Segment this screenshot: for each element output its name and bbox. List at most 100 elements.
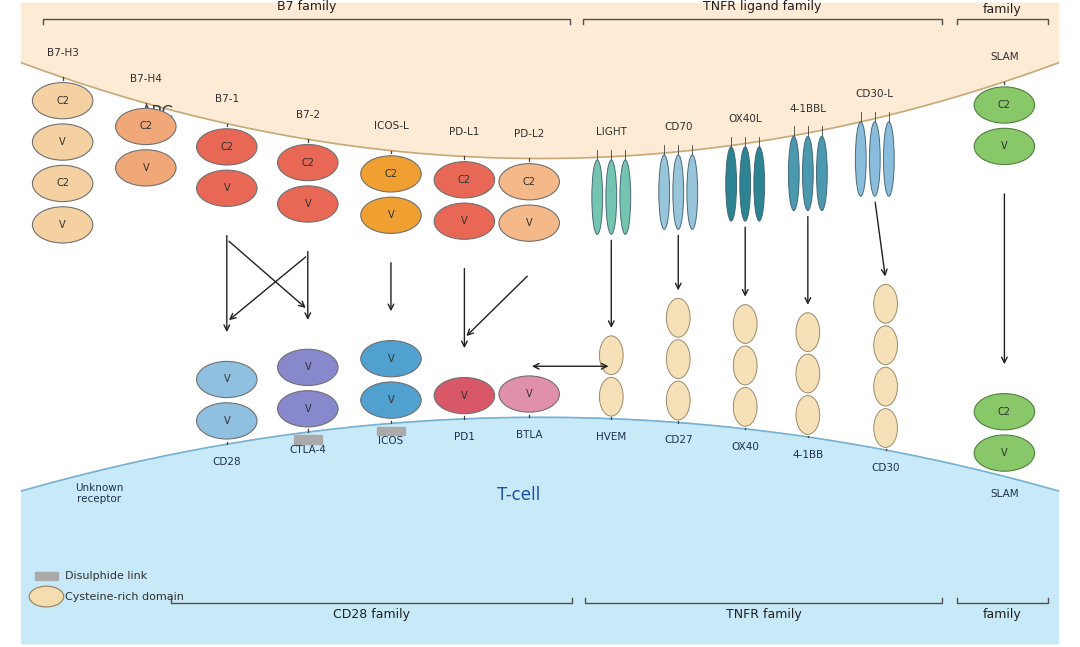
Text: B7-H4: B7-H4 — [130, 74, 162, 83]
Ellipse shape — [599, 377, 623, 416]
Ellipse shape — [883, 122, 894, 196]
Circle shape — [197, 129, 257, 165]
Bar — [377, 426, 405, 435]
Ellipse shape — [733, 346, 757, 385]
Ellipse shape — [606, 160, 617, 234]
Circle shape — [974, 128, 1035, 164]
Text: CD30-L: CD30-L — [855, 89, 894, 99]
Circle shape — [32, 83, 93, 119]
Ellipse shape — [874, 326, 897, 365]
Bar — [294, 435, 322, 444]
Ellipse shape — [796, 354, 820, 393]
Circle shape — [434, 377, 495, 413]
Text: CTLA-4: CTLA-4 — [289, 445, 326, 455]
Text: CD2
family: CD2 family — [983, 0, 1022, 16]
Text: CD28: CD28 — [213, 457, 241, 467]
Text: V: V — [143, 163, 149, 173]
Polygon shape — [22, 417, 1058, 644]
Ellipse shape — [816, 137, 827, 211]
Circle shape — [197, 362, 257, 398]
Text: V: V — [224, 375, 230, 384]
Text: B7-H3: B7-H3 — [46, 48, 79, 58]
Circle shape — [434, 203, 495, 239]
Text: C2: C2 — [998, 407, 1011, 417]
Ellipse shape — [620, 160, 631, 234]
Text: V: V — [305, 362, 311, 373]
Text: ICOS: ICOS — [378, 436, 404, 446]
Text: C2: C2 — [301, 158, 314, 168]
Circle shape — [32, 207, 93, 243]
Ellipse shape — [796, 313, 820, 351]
Text: V: V — [1001, 142, 1008, 151]
Circle shape — [499, 205, 559, 241]
Text: TNFR family: TNFR family — [726, 608, 801, 621]
Circle shape — [499, 376, 559, 412]
Text: C2: C2 — [56, 96, 69, 105]
Text: V: V — [388, 210, 394, 221]
Circle shape — [32, 166, 93, 202]
Text: OX40L: OX40L — [728, 114, 762, 124]
Text: V: V — [526, 218, 532, 228]
Circle shape — [361, 382, 421, 418]
Text: C2: C2 — [384, 169, 397, 179]
Text: C2: C2 — [523, 177, 536, 187]
Text: V: V — [526, 389, 532, 399]
Circle shape — [361, 197, 421, 234]
Ellipse shape — [869, 122, 880, 196]
Circle shape — [974, 393, 1035, 430]
Text: Unknown
receptor: Unknown receptor — [76, 483, 123, 504]
Ellipse shape — [874, 367, 897, 406]
Circle shape — [974, 87, 1035, 123]
Circle shape — [361, 156, 421, 192]
Text: V: V — [305, 199, 311, 209]
Text: C2: C2 — [458, 175, 471, 185]
Text: C2: C2 — [139, 122, 152, 131]
Ellipse shape — [673, 155, 684, 229]
Text: V: V — [59, 220, 66, 230]
Ellipse shape — [666, 298, 690, 337]
Text: BTLA: BTLA — [516, 430, 542, 441]
Text: V: V — [224, 416, 230, 426]
Circle shape — [361, 340, 421, 377]
Ellipse shape — [874, 409, 897, 448]
Ellipse shape — [754, 147, 765, 221]
Circle shape — [278, 186, 338, 222]
Text: 4-1BB: 4-1BB — [793, 450, 823, 460]
Text: CD30: CD30 — [872, 463, 900, 473]
Ellipse shape — [659, 155, 670, 229]
Ellipse shape — [855, 122, 866, 196]
Polygon shape — [22, 3, 1058, 159]
Text: APC: APC — [140, 104, 174, 122]
Ellipse shape — [740, 147, 751, 221]
Ellipse shape — [733, 305, 757, 344]
Text: 4-1BBL: 4-1BBL — [789, 104, 826, 114]
Circle shape — [197, 170, 257, 206]
Circle shape — [499, 164, 559, 200]
Bar — [35, 572, 58, 580]
Ellipse shape — [733, 388, 757, 426]
Text: Disulphide link: Disulphide link — [65, 571, 147, 581]
Text: T-cell: T-cell — [497, 486, 540, 504]
Text: CD27: CD27 — [664, 435, 692, 446]
Circle shape — [32, 124, 93, 160]
Text: PD1: PD1 — [454, 432, 475, 442]
Ellipse shape — [687, 155, 698, 229]
Text: V: V — [388, 354, 394, 364]
Ellipse shape — [666, 381, 690, 420]
Text: CD70: CD70 — [664, 122, 692, 132]
Ellipse shape — [592, 160, 603, 234]
Text: SLAM: SLAM — [990, 489, 1018, 499]
Circle shape — [434, 162, 495, 198]
Text: V: V — [461, 216, 468, 226]
Text: ICOS-L: ICOS-L — [374, 121, 408, 131]
Text: V: V — [388, 395, 394, 405]
Text: PD-L1: PD-L1 — [449, 127, 480, 137]
Ellipse shape — [796, 395, 820, 434]
Text: LIGHT: LIGHT — [596, 127, 626, 137]
Text: B7-1: B7-1 — [215, 94, 239, 104]
Circle shape — [197, 403, 257, 439]
Text: PD-L2: PD-L2 — [514, 129, 544, 139]
Text: B7 family: B7 family — [278, 0, 336, 13]
Text: CD28 family: CD28 family — [333, 608, 410, 621]
Text: V: V — [461, 391, 468, 400]
